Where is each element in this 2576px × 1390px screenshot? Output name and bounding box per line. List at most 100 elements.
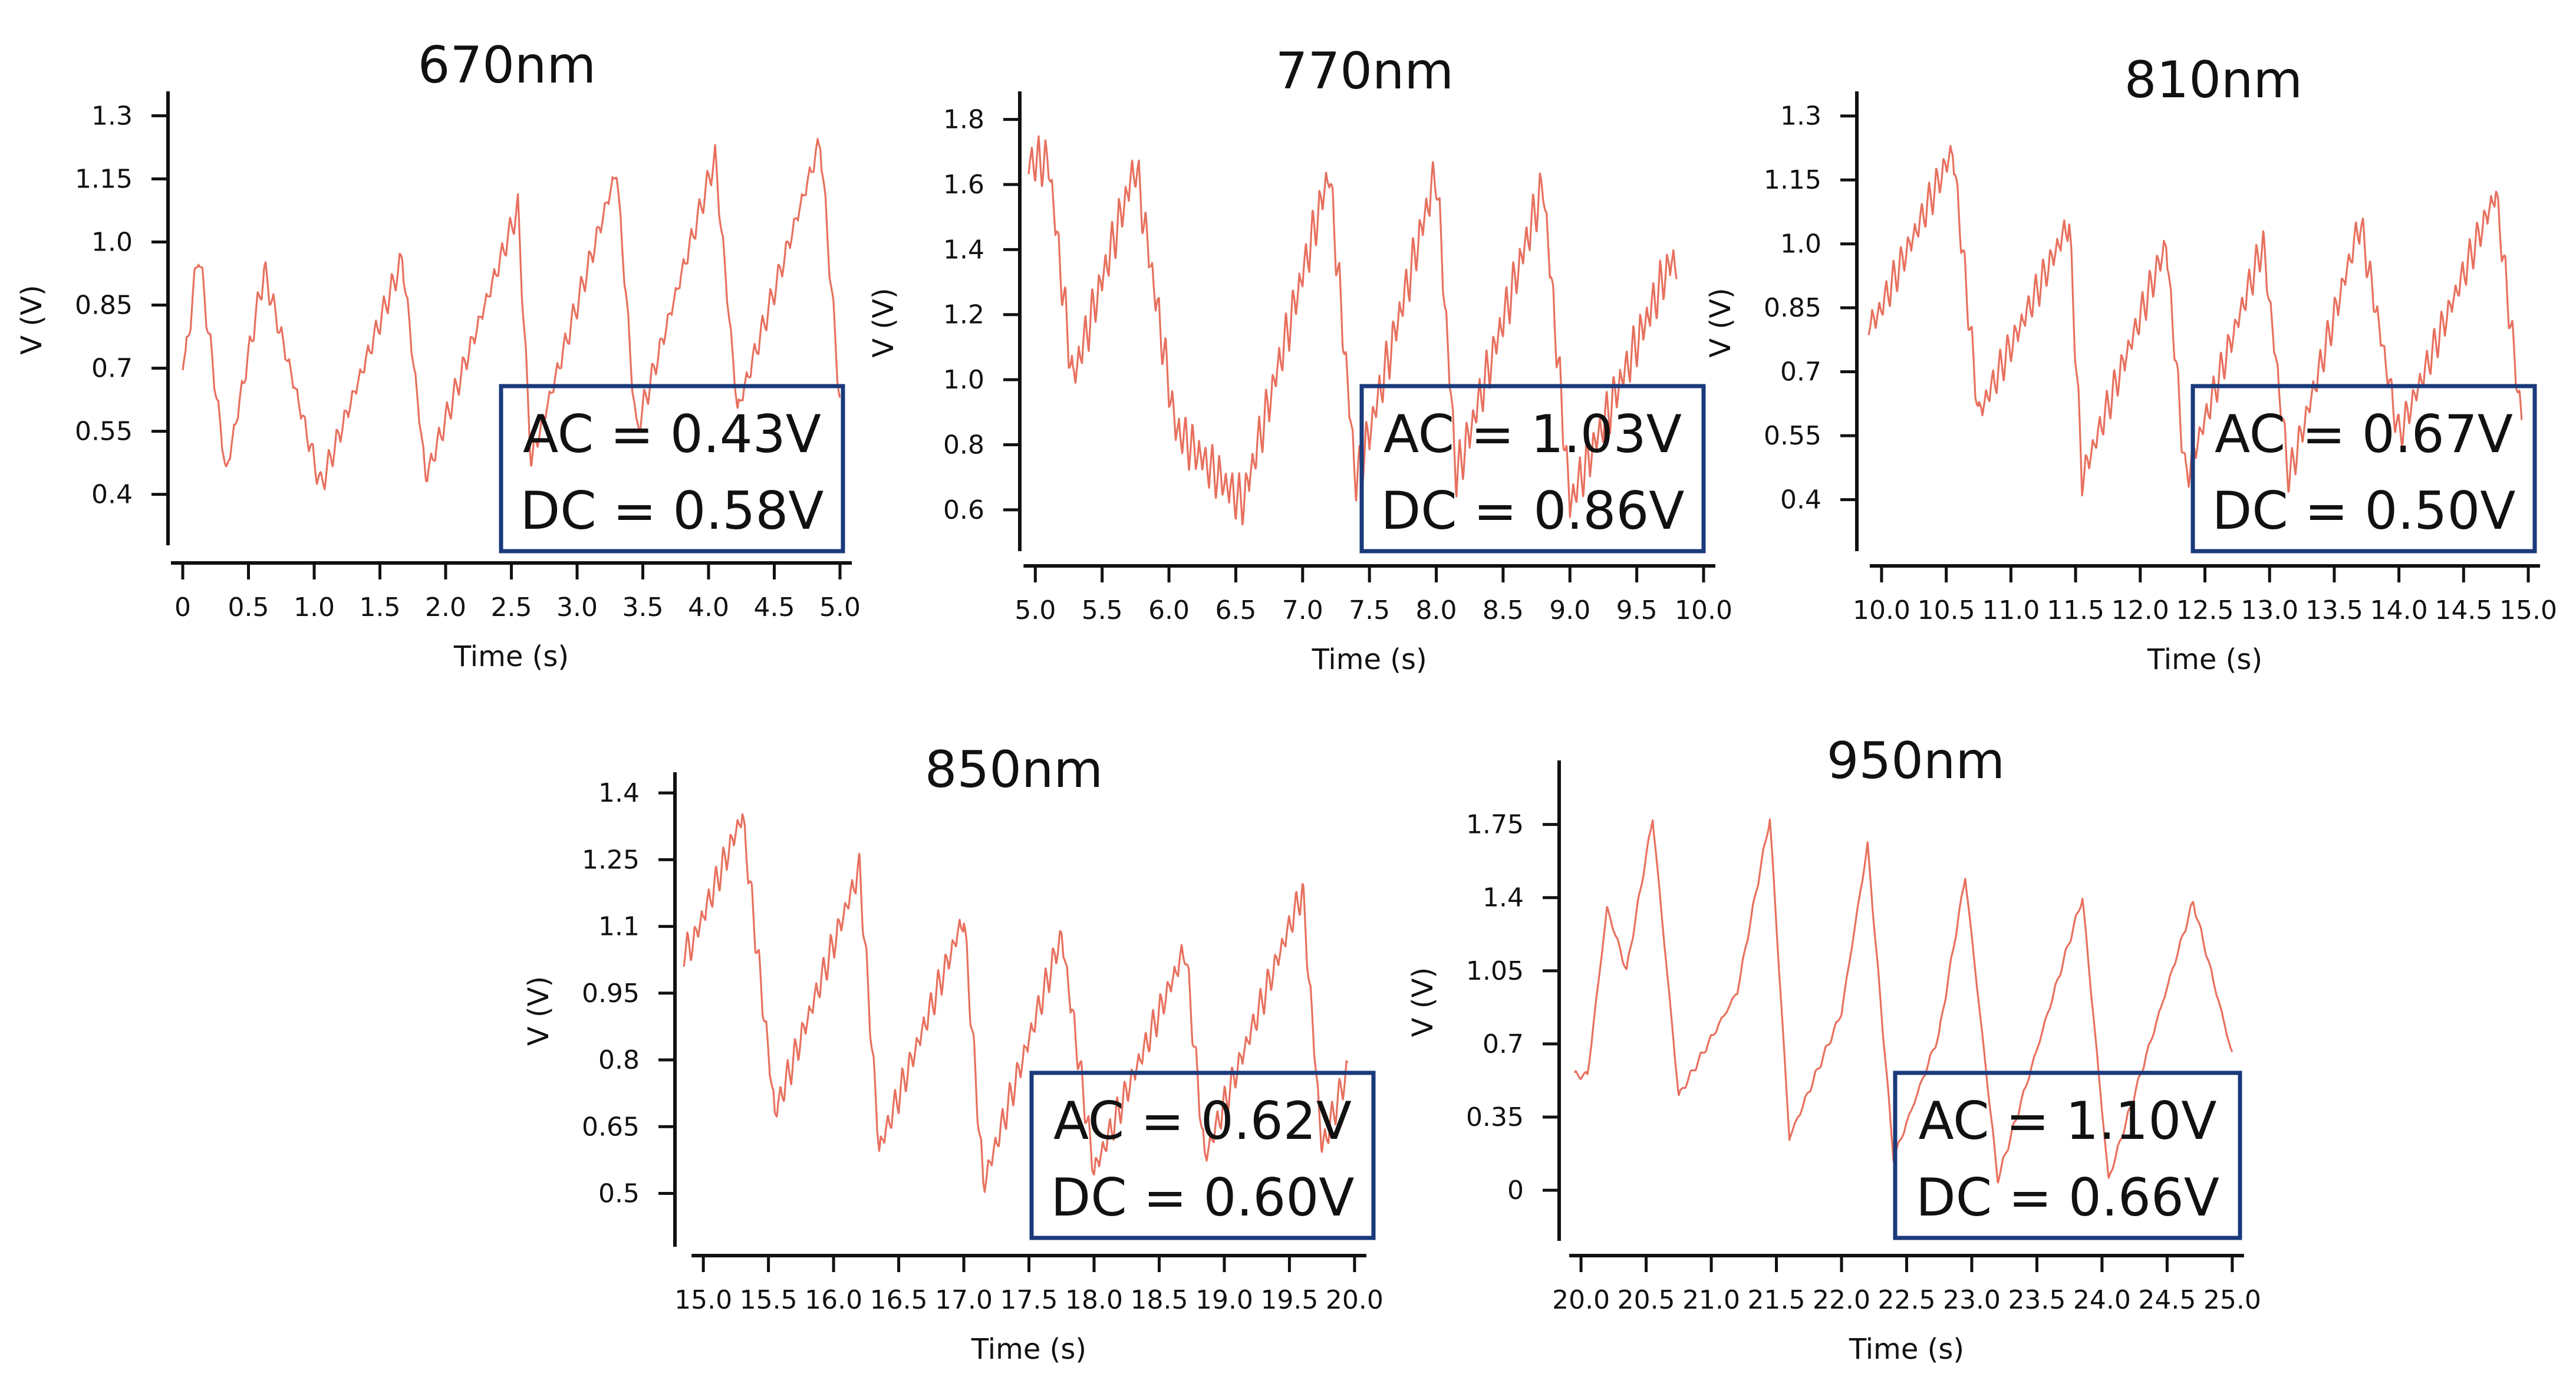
x-tick-label: 13.5	[2305, 595, 2363, 625]
y-tick-label: 0.95	[582, 979, 640, 1009]
ac-value-label: AC = 0.43V	[523, 404, 821, 465]
x-tick-label: 0.5	[228, 592, 269, 622]
x-tick-label: 2.5	[491, 592, 532, 622]
y-axis-label: V (V)	[1406, 967, 1439, 1037]
x-tick-label: 10.5	[1918, 595, 1975, 625]
y-tick-label: 1.6	[943, 170, 984, 200]
x-tick-label: 7.0	[1282, 595, 1323, 625]
chart-title: 810nm	[2124, 51, 2302, 110]
x-axis-label: Time (s)	[1849, 1333, 1964, 1366]
y-tick-label: 0.55	[1764, 421, 1821, 451]
y-tick-label: 1.15	[75, 164, 133, 194]
y-tick-label: 1.75	[1466, 810, 1524, 840]
annotation-box	[1359, 384, 1706, 554]
x-tick-label: 17.5	[1000, 1285, 1058, 1315]
chart-title: 770nm	[1276, 42, 1454, 101]
x-tick-label: 23.5	[2008, 1285, 2066, 1315]
chart-title: 950nm	[1827, 732, 2005, 790]
panel-670nm: 670nm 0.4 0.55 0.7 0.85 1.0 1.15 1.3 V (V) 0 0.5 1.…	[15, 36, 861, 673]
chart-title: 850nm	[925, 740, 1103, 799]
y-axis-label: V (V)	[522, 976, 555, 1046]
x-tick-label: 21.0	[1682, 1285, 1740, 1315]
series-line-signal	[182, 137, 841, 490]
series-line-signal	[1867, 144, 2523, 497]
x-tick-label: 11.5	[2047, 595, 2104, 625]
x-tick-label: 15.0	[2499, 595, 2557, 625]
x-tick-label: 12.5	[2176, 595, 2234, 625]
y-tick-label: 1.25	[582, 845, 640, 875]
x-tick-label: 19.0	[1195, 1285, 1253, 1315]
x-tick-label: 19.5	[1260, 1285, 1318, 1315]
y-tick-label: 1.1	[598, 912, 640, 942]
y-tick-label: 0.85	[1764, 293, 1821, 323]
y-tick-label: 1.0	[1780, 229, 1821, 259]
series-line-signal	[1027, 135, 1678, 526]
y-tick-label: 0.4	[91, 480, 133, 510]
x-tick-label: 5.0	[1014, 595, 1056, 625]
x-axis-label: Time (s)	[453, 640, 569, 673]
x-tick-label: 1.0	[294, 592, 335, 622]
panel-850nm: 850nm 0.5 0.65 0.8 0.95 1.1 1.25 1.4 V (V) 15.0 15…	[522, 740, 1383, 1366]
dc-value-label: DC = 0.86V	[1381, 480, 1684, 541]
y-axis-label: V (V)	[867, 288, 900, 357]
x-tick-label: 22.5	[1877, 1285, 1935, 1315]
y-tick-label: 0	[1507, 1175, 1524, 1205]
x-tick-label: 12.0	[2111, 595, 2169, 625]
x-tick-label: 7.5	[1349, 595, 1390, 625]
x-tick-label: 20.0	[1552, 1285, 1610, 1315]
y-tick-label: 0.8	[598, 1045, 640, 1075]
annotation-box	[1893, 1071, 2242, 1240]
x-tick-label: 10.0	[1853, 595, 1910, 625]
x-tick-label: 3.5	[622, 592, 664, 622]
ac-value-label: AC = 1.03V	[1383, 404, 1682, 465]
y-axis-label: V (V)	[15, 285, 48, 354]
x-tick-label: 24.5	[2138, 1285, 2196, 1315]
x-tick-label: 8.0	[1416, 595, 1457, 625]
x-tick-label: 3.0	[556, 592, 598, 622]
y-tick-label: 1.3	[91, 101, 133, 131]
x-tick-label: 21.5	[1748, 1285, 1806, 1315]
x-tick-label: 5.5	[1082, 595, 1123, 625]
dc-value-label: DC = 0.58V	[520, 480, 823, 541]
y-tick-label: 0.4	[1780, 485, 1821, 515]
x-tick-label: 8.5	[1483, 595, 1524, 625]
y-axis-label: V (V)	[1704, 288, 1737, 357]
x-tick-label: 22.0	[1813, 1285, 1870, 1315]
x-tick-label: 16.0	[805, 1285, 862, 1315]
x-tick-label: 14.0	[2370, 595, 2428, 625]
x-tick-label: 20.5	[1618, 1285, 1675, 1315]
y-tick-label: 1.4	[598, 778, 640, 808]
annotation-box	[499, 384, 845, 554]
ac-value-label: AC = 0.62V	[1053, 1091, 1352, 1151]
y-tick-label: 0.7	[1780, 357, 1821, 387]
x-tick-label: 6.5	[1215, 595, 1256, 625]
y-tick-label: 0.65	[582, 1112, 640, 1142]
x-tick-label: 15.5	[740, 1285, 798, 1315]
annotation-box	[2190, 384, 2537, 554]
series-line-signal	[1573, 818, 2234, 1184]
x-tick-label: 15.0	[674, 1285, 732, 1315]
y-tick-label: 1.0	[91, 227, 133, 257]
y-tick-label: 0.7	[91, 354, 133, 384]
x-tick-label: 9.5	[1616, 595, 1658, 625]
y-tick-label: 1.05	[1466, 956, 1524, 986]
y-tick-label: 0.35	[1466, 1102, 1524, 1132]
x-tick-label: 13.0	[2241, 595, 2298, 625]
x-axis-label: Time (s)	[2147, 643, 2262, 676]
y-tick-label: 1.15	[1764, 165, 1821, 195]
x-axis-label: Time (s)	[1312, 643, 1427, 676]
y-tick-label: 0.85	[75, 291, 133, 321]
dc-value-label: DC = 0.60V	[1050, 1167, 1354, 1228]
x-tick-label: 0	[174, 592, 191, 622]
x-tick-label: 1.5	[360, 592, 401, 622]
y-tick-label: 0.5	[598, 1179, 640, 1209]
y-tick-label: 1.4	[943, 235, 984, 265]
x-tick-label: 16.5	[870, 1285, 928, 1315]
y-tick-label: 1.0	[943, 365, 984, 395]
x-tick-label: 24.0	[2073, 1285, 2131, 1315]
x-tick-label: 23.0	[1943, 1285, 2001, 1315]
x-tick-label: 6.0	[1148, 595, 1190, 625]
y-tick-label: 0.8	[943, 430, 984, 460]
